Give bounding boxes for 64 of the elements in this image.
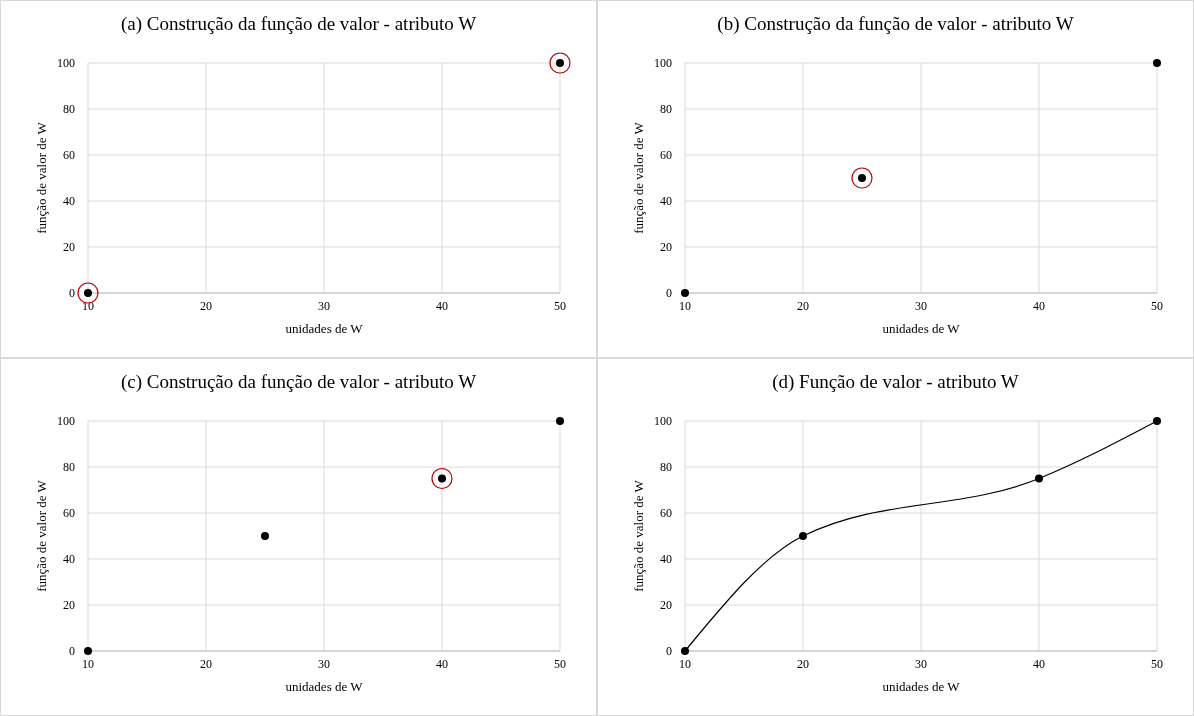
x-tick-label: 30 <box>915 657 927 671</box>
y-tick-label: 0 <box>666 644 672 658</box>
y-tick-label: 20 <box>63 240 75 254</box>
x-tick-label: 30 <box>915 299 927 313</box>
x-tick-label: 20 <box>200 299 212 313</box>
x-tick-label: 50 <box>1151 657 1163 671</box>
point <box>681 289 689 297</box>
chart-title: (c) Construção da função de valor - atributo W <box>120 371 477 393</box>
y-axis-title: função de valor de W <box>631 479 646 592</box>
y-tick-label: 20 <box>63 598 75 612</box>
y-tick-label: 100 <box>654 414 672 428</box>
y-tick-label: 20 <box>660 598 672 612</box>
y-tick-label: 60 <box>63 506 75 520</box>
point <box>84 647 92 655</box>
y-axis-title: função de valor de W <box>34 479 49 592</box>
x-tick-label: 40 <box>1033 299 1045 313</box>
point <box>1153 417 1161 425</box>
y-tick-label: 40 <box>660 194 672 208</box>
x-tick-label: 30 <box>318 657 330 671</box>
point <box>681 647 689 655</box>
chart-title: (d) Função de valor - atributo W <box>772 371 1019 393</box>
x-tick-label: 20 <box>200 657 212 671</box>
x-axis-title: unidades de W <box>882 321 961 336</box>
y-tick-label: 80 <box>63 460 75 474</box>
chart-title: (a) Construção da função de valor - atributo W <box>120 13 477 35</box>
y-tick-label: 40 <box>660 552 672 566</box>
y-tick-label: 80 <box>660 102 672 116</box>
chart-title: (b) Construção da função de valor - atributo W <box>717 13 1074 35</box>
x-tick-label: 10 <box>679 299 691 313</box>
y-tick-label: 40 <box>63 552 75 566</box>
x-axis-title: unidades de W <box>285 321 364 336</box>
y-tick-label: 60 <box>660 148 672 162</box>
x-tick-label: 30 <box>318 299 330 313</box>
x-tick-label: 40 <box>436 299 448 313</box>
y-tick-label: 40 <box>63 194 75 208</box>
x-tick-label: 40 <box>436 657 448 671</box>
y-tick-label: 60 <box>660 506 672 520</box>
y-tick-label: 20 <box>660 240 672 254</box>
x-tick-label: 10 <box>679 657 691 671</box>
point <box>1153 59 1161 67</box>
point <box>799 532 807 540</box>
y-tick-label: 0 <box>666 286 672 300</box>
x-tick-label: 40 <box>1033 657 1045 671</box>
y-tick-label: 0 <box>69 286 75 300</box>
y-tick-label: 80 <box>63 102 75 116</box>
y-tick-label: 80 <box>660 460 672 474</box>
y-tick-label: 60 <box>63 148 75 162</box>
x-tick-label: 50 <box>1151 299 1163 313</box>
x-tick-label: 50 <box>554 657 566 671</box>
point <box>1035 474 1043 483</box>
point <box>261 532 269 540</box>
y-tick-label: 100 <box>57 56 75 70</box>
x-tick-label: 20 <box>797 657 809 671</box>
y-axis-title: função de valor de W <box>631 121 646 234</box>
y-tick-label: 100 <box>57 414 75 428</box>
x-axis-title: unidades de W <box>285 679 364 694</box>
x-tick-label: 20 <box>797 299 809 313</box>
x-tick-label: 50 <box>554 299 566 313</box>
y-axis-title: função de valor de W <box>34 121 49 234</box>
x-axis-title: unidades de W <box>882 679 961 694</box>
point <box>556 417 564 425</box>
y-tick-label: 0 <box>69 644 75 658</box>
x-tick-label: 10 <box>82 657 94 671</box>
y-tick-label: 100 <box>654 56 672 70</box>
